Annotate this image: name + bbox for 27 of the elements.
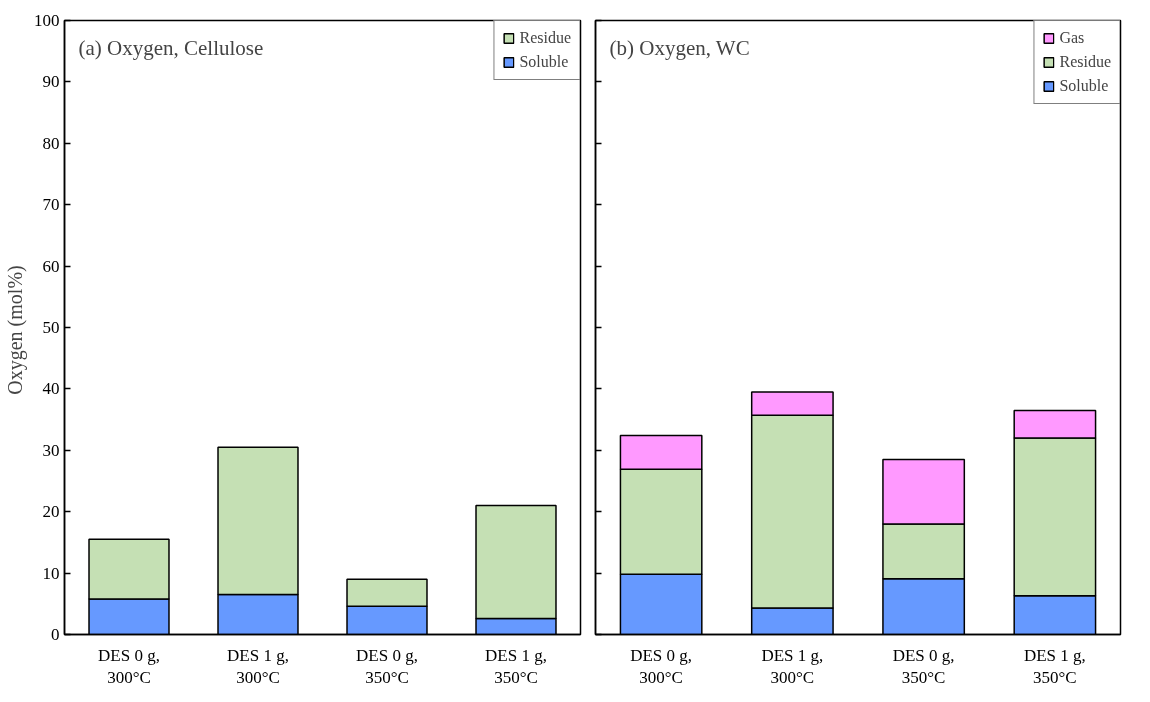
y-tick-label: 20 bbox=[42, 502, 60, 522]
x-tick-label: DES 0 g, 350°C bbox=[356, 645, 418, 688]
text: (a) Oxygen, Cellulose bbox=[78, 35, 264, 60]
x-tick-label: DES 1 g, 350°C bbox=[485, 645, 547, 688]
y-tick-label: 50 bbox=[42, 318, 60, 337]
legend-label: Soluble bbox=[519, 53, 569, 71]
x-tick-label: DES 0 g, 350°C bbox=[892, 645, 955, 688]
x-tick-label: DES 1 g, 300°C bbox=[761, 645, 824, 688]
legend-label: Soluble bbox=[1059, 77, 1109, 95]
legend-label: Residue bbox=[1059, 53, 1111, 71]
x-tick-label: DES 1 g, 300°C bbox=[227, 645, 289, 688]
y-tick-label: 90 bbox=[42, 72, 60, 92]
y-tick-label: 40 bbox=[42, 379, 60, 399]
legend-label: Residue bbox=[519, 29, 571, 47]
y-tick-label: 70 bbox=[42, 195, 60, 215]
y-tick-label: 0 bbox=[51, 625, 60, 644]
y-tick-label: 80 bbox=[42, 133, 60, 153]
y-axis-title: Oxygen (mol%) bbox=[4, 265, 27, 395]
y-tick-label: 60 bbox=[42, 256, 60, 276]
y-tick-label: 10 bbox=[42, 563, 60, 583]
y-tick-label: 100 bbox=[34, 11, 60, 30]
x-tick-label: DES 0 g, 300°C bbox=[630, 645, 693, 688]
y-tick-label: 30 bbox=[42, 440, 60, 460]
legend-label: Gas bbox=[1059, 29, 1085, 47]
text: (b) Oxygen, WC bbox=[609, 35, 750, 60]
x-tick-label: DES 0 g, 300°C bbox=[98, 645, 160, 688]
x-tick-label: DES 1 g, 350°C bbox=[1023, 645, 1086, 688]
